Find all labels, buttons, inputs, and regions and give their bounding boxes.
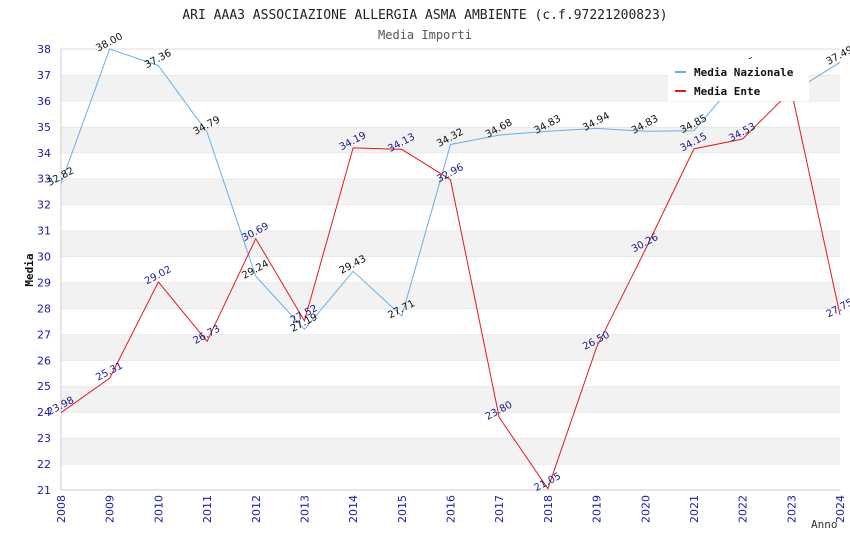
x-tick-label: 2023 — [785, 495, 798, 523]
x-tick-label: 2019 — [591, 495, 604, 523]
y-tick-labels: 21 22 23 24 25 26 27 28 29 30 31 32 33 34 35 36 37 38 — [37, 43, 51, 497]
y-tick-label: 34 — [37, 147, 51, 160]
grid-band — [61, 282, 840, 309]
y-tick-label: 23 — [37, 432, 51, 445]
legend-entry: Media Nazionale — [694, 66, 794, 79]
grid-band — [61, 100, 840, 127]
y-tick-label: 28 — [37, 302, 51, 315]
series-lines — [60, 48, 841, 490]
x-tick-label: 2010 — [152, 495, 165, 523]
y-tick-label: 36 — [37, 95, 51, 108]
y-tick-label: 33 — [37, 173, 51, 186]
chart-title: ARI AAA3 ASSOCIAZIONE ALLERGIA ASMA AMBI… — [182, 8, 667, 23]
y-tick-label: 24 — [37, 406, 51, 419]
x-tick-label: 2020 — [639, 495, 652, 523]
y-tick-label: 38 — [37, 43, 51, 56]
x-tick-label: 2015 — [396, 495, 409, 523]
y-tick-label: 35 — [37, 121, 51, 134]
grid-band — [61, 438, 840, 465]
y-tick-label: 32 — [37, 199, 51, 212]
y-axis-label: Media — [23, 253, 36, 286]
x-tick-label: 2008 — [55, 495, 68, 523]
chart-subtitle: Media Importi — [378, 28, 472, 42]
y-tick-label: 26 — [37, 354, 51, 367]
x-tick-label: 2009 — [104, 495, 117, 523]
grid-band — [61, 178, 840, 205]
x-tick-label: 2021 — [688, 495, 701, 523]
grid-band — [61, 360, 840, 387]
y-tick-label: 27 — [37, 328, 51, 341]
legend: Media Nazionale Media Ente — [668, 59, 809, 101]
grid-band — [61, 256, 840, 283]
grid-band — [61, 412, 840, 439]
x-axis-label: Anno — [811, 518, 838, 531]
legend-entry: Media Ente — [694, 85, 761, 98]
x-tick-labels: 2008 2009 2010 2011 2012 2013 2014 2015 2016 2017… — [55, 495, 847, 523]
legend-box — [668, 59, 809, 101]
x-tick-label: 2013 — [298, 495, 311, 523]
y-tick-label: 31 — [37, 225, 51, 238]
grid-band — [61, 126, 840, 153]
y-tick-label: 30 — [37, 251, 51, 264]
axes — [60, 49, 840, 491]
y-tick-label: 37 — [37, 69, 51, 82]
y-tick-label: 22 — [37, 458, 51, 471]
grid-band — [61, 464, 840, 490]
x-tick-label: 2012 — [250, 495, 263, 523]
y-tick-label: 29 — [37, 276, 51, 289]
y-tick-label: 21 — [37, 484, 51, 497]
x-tick-label: 2024 — [834, 495, 847, 523]
grid-band — [61, 334, 840, 361]
grid-bands — [61, 48, 840, 490]
grid-band — [61, 230, 840, 257]
x-tick-label: 2018 — [542, 495, 555, 523]
grid-band — [61, 308, 840, 335]
x-tick-label: 2017 — [493, 495, 506, 523]
series-line-1 — [60, 89, 841, 490]
x-tick-label: 2014 — [347, 495, 360, 523]
x-tick-label: 2016 — [445, 495, 458, 523]
series-line-0 — [60, 48, 841, 331]
x-tick-label: 2022 — [737, 495, 750, 523]
grid-band — [61, 204, 840, 231]
grid-band — [61, 152, 840, 179]
y-tick-label: 25 — [37, 380, 51, 393]
grid-band — [61, 386, 840, 413]
x-tick-label: 2011 — [201, 495, 214, 523]
